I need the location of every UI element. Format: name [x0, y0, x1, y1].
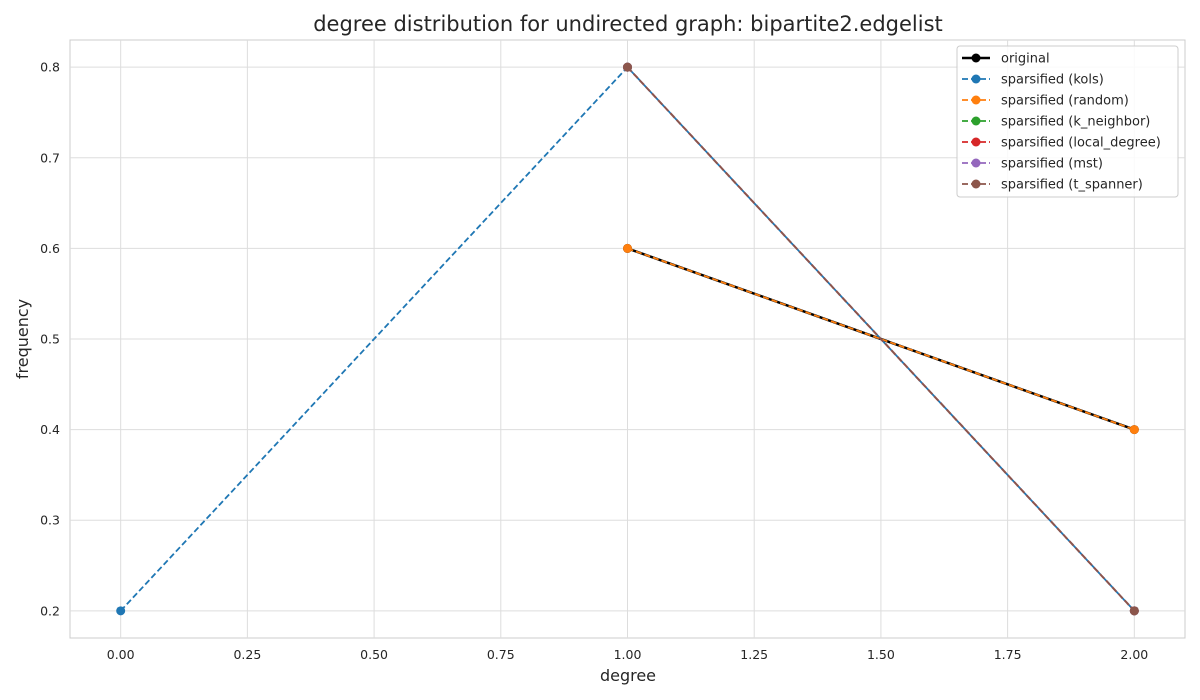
series-6	[623, 62, 1139, 616]
data-point	[623, 62, 632, 72]
x-tick-label: 1.00	[614, 647, 642, 662]
legend-box	[956, 45, 1179, 198]
y-tick-label: 0.3	[40, 513, 60, 528]
x-tick-label: 0.25	[233, 647, 261, 662]
data-series	[116, 62, 1139, 616]
x-tick-label: 2.00	[1120, 647, 1148, 662]
y-tick-label: 0.6	[40, 241, 60, 256]
data-point	[1129, 606, 1139, 616]
data-point	[116, 606, 126, 616]
data-point	[623, 243, 632, 253]
x-tick-label: 1.25	[740, 647, 768, 662]
legend-entry: original	[962, 52, 1050, 67]
y-axis-label: frequency	[13, 299, 32, 379]
y-tick-labels: 0.2 0.3 0.4 0.5 0.6 0.7 0.8	[40, 60, 60, 619]
legend-marker	[971, 116, 981, 126]
legend-label: sparsified (t_spanner)	[1001, 178, 1143, 193]
legend-entry: sparsified (t_spanner)	[962, 178, 1143, 193]
x-tick-label: 0.50	[360, 647, 388, 662]
data-point	[1129, 425, 1139, 435]
y-tick-label: 0.4	[40, 422, 60, 437]
series-line	[626, 66, 1135, 612]
legend-label: sparsified (mst)	[1001, 157, 1103, 172]
legend-marker	[971, 53, 981, 63]
y-tick-label: 0.5	[40, 332, 60, 347]
x-tick-label: 0.75	[487, 647, 515, 662]
legend: original sparsified (kols) sparsified (ran…	[956, 45, 1179, 198]
legend-entry: sparsified (k_neighbor)	[962, 115, 1150, 130]
legend-label: sparsified (kols)	[1001, 73, 1104, 88]
legend-marker	[971, 74, 981, 84]
chart-title: degree distribution for undirected graph…	[313, 12, 943, 36]
legend-label: sparsified (random)	[1001, 94, 1129, 109]
y-tick-label: 0.2	[40, 603, 60, 618]
legend-marker	[971, 95, 981, 105]
legend-marker	[971, 158, 981, 168]
x-axis-label: degree	[600, 666, 656, 685]
y-tick-label: 0.8	[40, 60, 60, 75]
legend-marker	[971, 179, 981, 189]
legend-label: sparsified (local_degree)	[1001, 136, 1161, 151]
x-tick-label: 0.00	[107, 647, 135, 662]
x-tick-labels: 0.00 0.25 0.50 0.75 1.00 1.25 1.50 1.75 2.00	[107, 647, 1149, 662]
legend-entry: sparsified (local_degree)	[962, 136, 1161, 151]
legend-marker	[971, 137, 981, 147]
x-tick-label: 1.75	[994, 647, 1022, 662]
y-tick-label: 0.7	[40, 150, 60, 165]
x-tick-label: 1.50	[867, 647, 895, 662]
legend-label: original	[1001, 52, 1050, 67]
legend-entry: sparsified (random)	[962, 94, 1129, 109]
series-2	[623, 243, 1139, 435]
legend-label: sparsified (k_neighbor)	[1001, 115, 1150, 130]
legend-entry: sparsified (mst)	[962, 157, 1103, 172]
legend-entry: sparsified (kols)	[962, 73, 1104, 88]
